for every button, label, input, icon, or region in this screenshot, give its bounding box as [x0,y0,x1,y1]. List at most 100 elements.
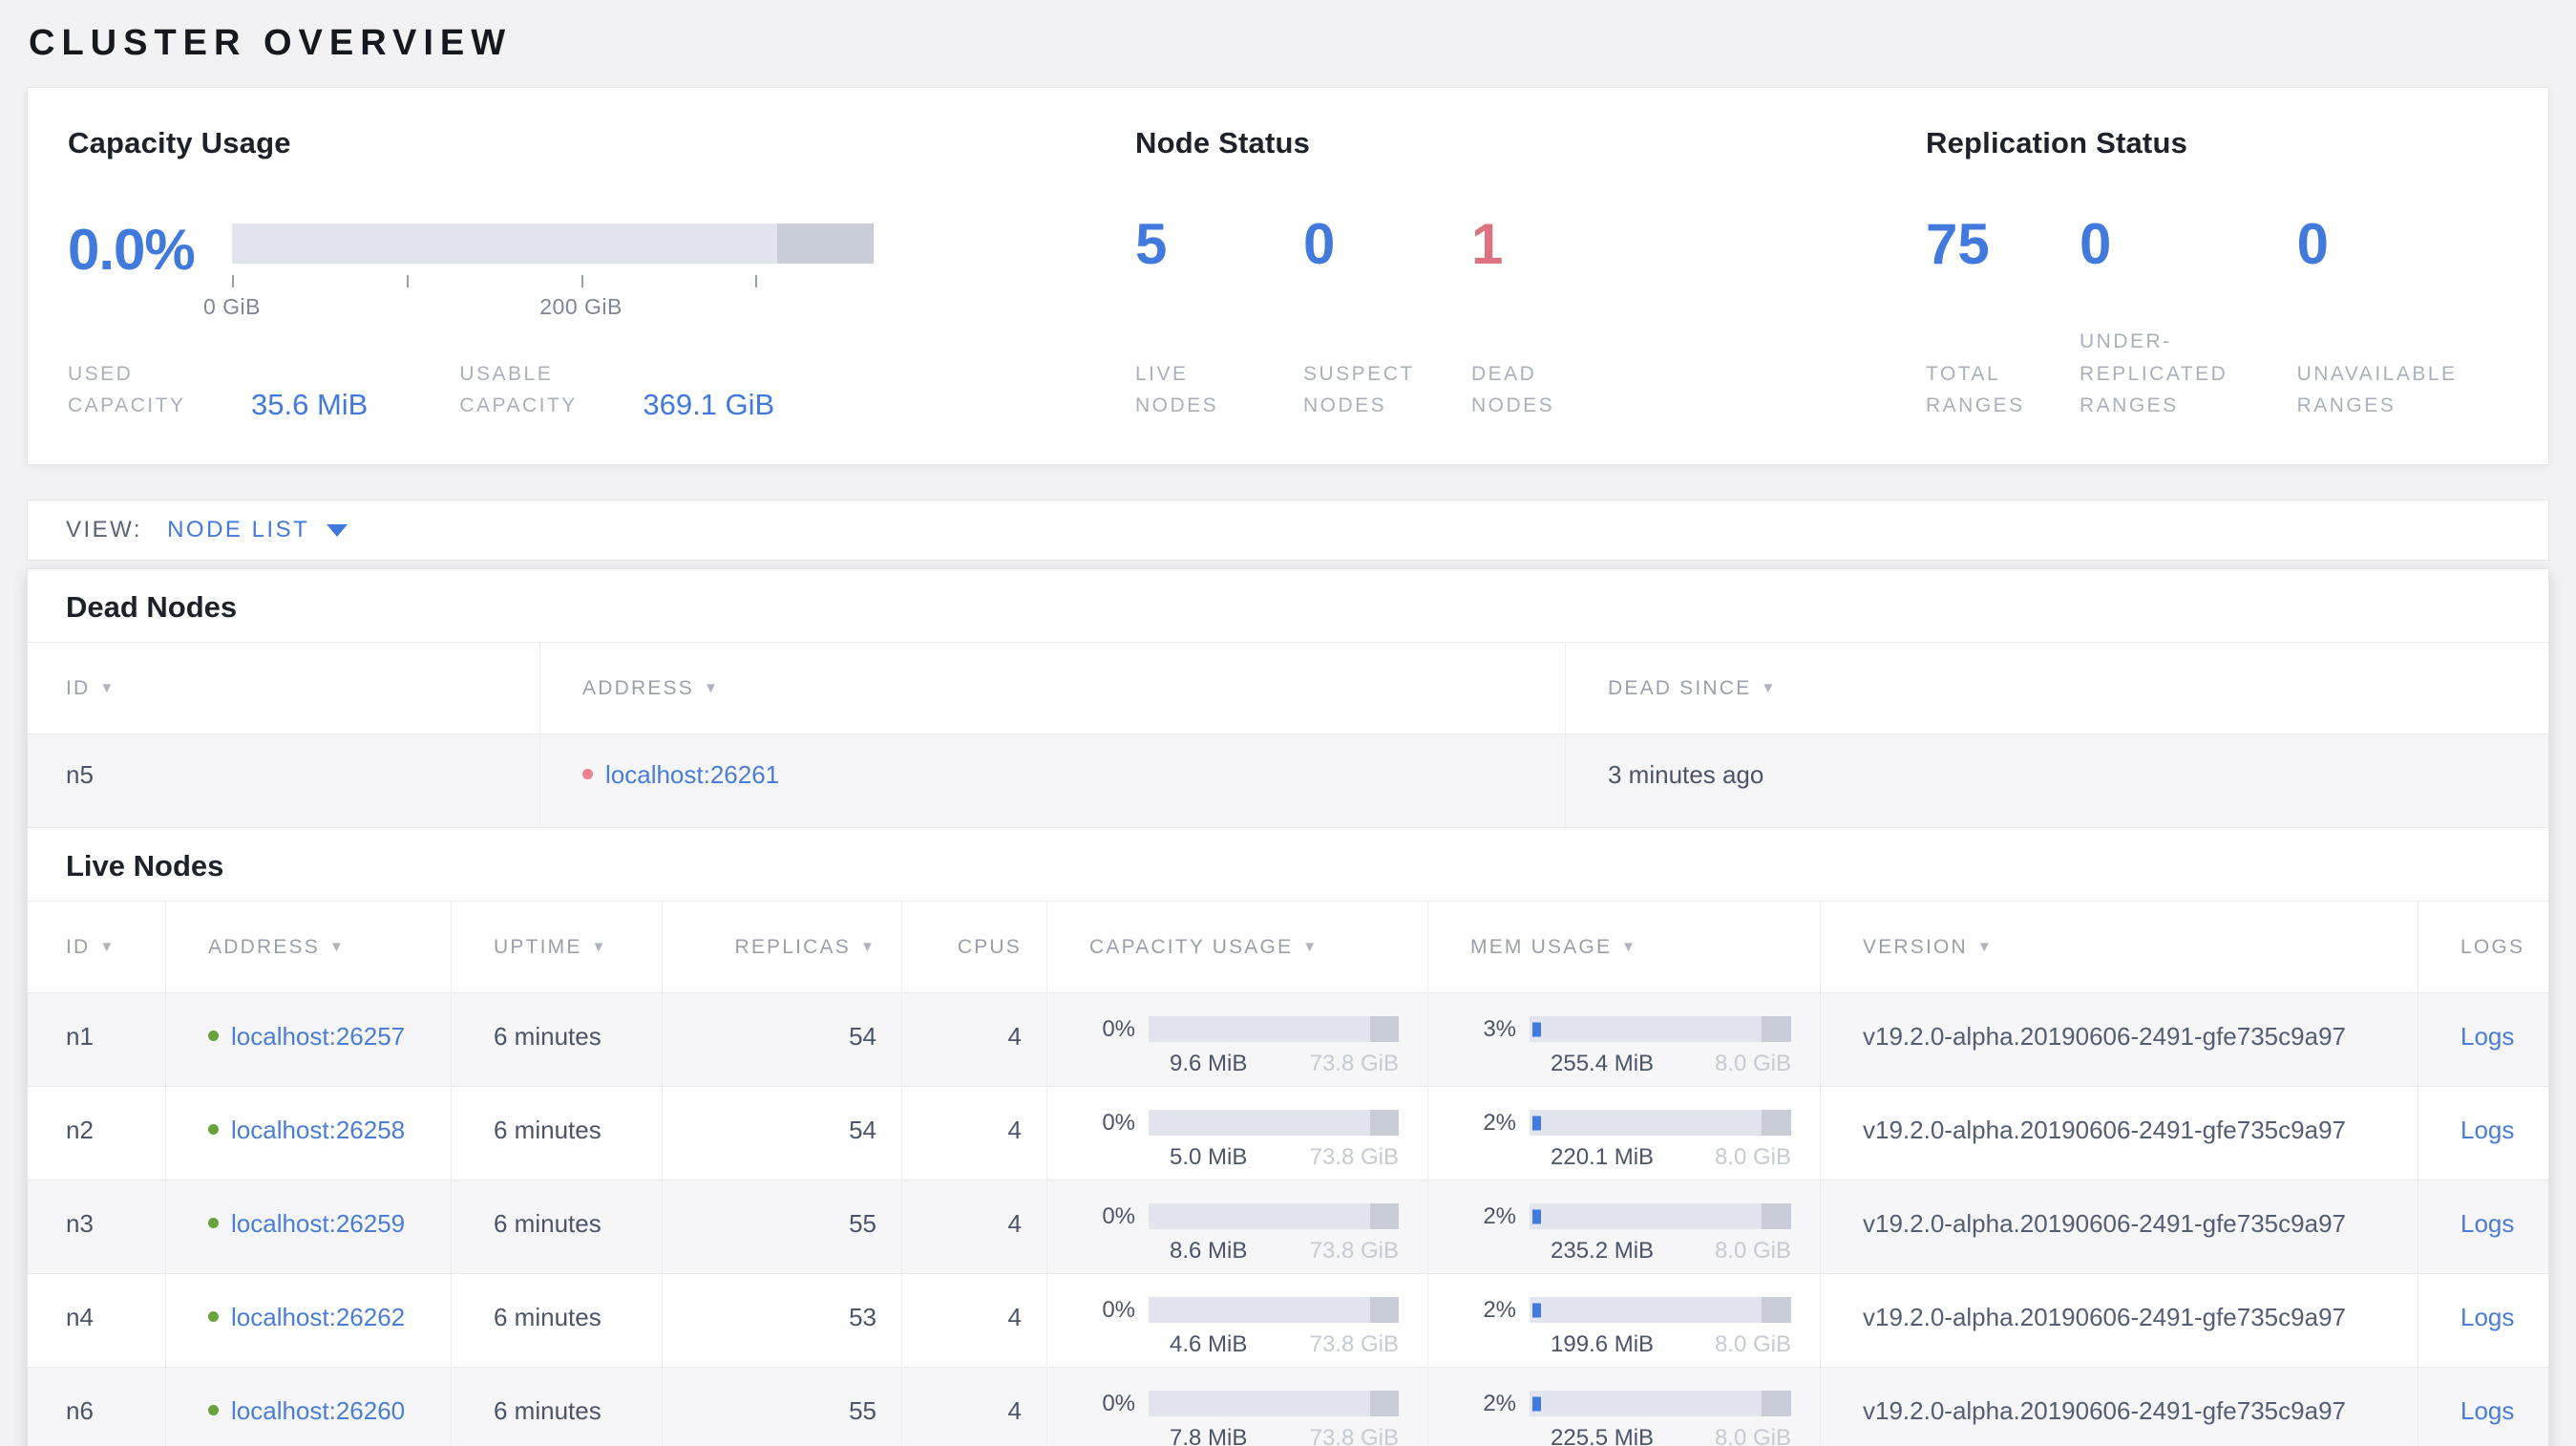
version-cell: v19.2.0-alpha.20190606-2491-gfe735c9a97 [1821,1086,2418,1180]
mem-used-value: 220.1 MiB [1551,1144,1655,1170]
capacity-usage-bar [232,223,874,264]
mem-usage-bar [1530,1016,1791,1042]
stat-label: LIVE NODES [1135,362,1219,417]
node-address-cell: localhost:26259 [166,1180,452,1273]
mem-total-value: 8.0 GiB [1714,1425,1791,1446]
capacity-used-value: 7.8 MiB [1170,1425,1248,1446]
stat-value: 1 [1471,212,1504,276]
sort-descending-icon: ▼ [591,939,608,955]
column-header-label: UPTIME [494,935,582,958]
capacity-bar-reserved-segment [1369,1110,1399,1136]
capacity-percent-value: 0.0% [68,218,196,282]
capacity-usage-chart: 0 GiB 200 GiB [203,223,874,330]
logs-link[interactable]: Logs [2460,1116,2515,1144]
logs-link[interactable]: Logs [2460,1209,2515,1238]
mem-bar-fill [1532,1116,1541,1130]
node-id-cell: n5 [28,734,540,827]
column-header-label: VERSION [1863,935,1968,958]
replicas-cell: 54 [663,992,902,1086]
summary-stat: 5 LIVE NODES [1135,216,1303,422]
node-id-cell: n2 [28,1086,166,1180]
mem-percent: 2% [1483,1110,1516,1136]
logs-link[interactable]: Logs [2460,1022,2515,1051]
summary-stat: 0 SUSPECT NODES [1303,216,1471,422]
capacity-usage-cell: 0% 9.6 MiB 73.8 GiB [1047,992,1428,1086]
replicas-cell: 54 [663,1086,902,1180]
node-address-link[interactable]: localhost:26259 [231,1209,406,1238]
node-address-link[interactable]: localhost:26260 [231,1396,406,1425]
column-header[interactable]: UPTIME ▼ [452,902,663,992]
capacity-usage-bar [1149,1110,1399,1136]
column-header[interactable]: DEAD SINCE ▼ [1566,643,2548,734]
axis-tick [581,275,583,287]
stat-label: UNAVAILABLE RANGES [2296,362,2458,417]
capacity-percent: 0% [1102,1297,1135,1323]
column-header-label: REPLICAS [734,935,851,958]
live-status-dot-icon [208,1031,219,1041]
view-label: VIEW: [66,517,143,542]
capacity-usage-cell: 0% 7.8 MiB 73.8 GiB [1047,1367,1428,1446]
column-header-label: LOGS [2460,935,2525,958]
node-address-link[interactable]: localhost:26261 [605,760,780,789]
capacity-total-value: 73.8 GiB [1309,1051,1399,1076]
live-status-dot-icon [208,1405,219,1415]
capacity-usage-bar [1149,1016,1399,1042]
mem-percent: 2% [1483,1297,1516,1323]
capacity-usage-cell: 0% 4.6 MiB 73.8 GiB [1047,1273,1428,1367]
view-dropdown[interactable]: NODE LIST [167,517,348,543]
column-header-label: CPUS [957,935,1022,958]
capacity-bar-reserved-segment [777,223,874,264]
node-address-link[interactable]: localhost:26262 [231,1303,406,1331]
axis-tick-label: 200 GiB [539,294,623,319]
column-header[interactable]: VERSION ▼ [1821,902,2418,992]
stat-label: USED CAPACITY [68,362,186,417]
stat-value: 35.6 MiB [251,387,369,421]
mem-total-value: 8.0 GiB [1714,1051,1791,1076]
replication-status-stats: 75 TOTAL RANGES 0 UNDER-REPLICATED RANGE… [1926,216,2504,422]
column-header-label: ADDRESS [582,676,694,699]
logs-link[interactable]: Logs [2460,1396,2515,1425]
capacity-usage-section: Capacity Usage 0.0% 0 GiB 200 GiB USED CA… [68,126,1135,422]
cpus-cell: 4 [902,992,1047,1086]
stat-value: 5 [1135,212,1168,276]
mem-bar-reserved-segment [1761,1110,1791,1136]
mem-usage-cell: 3% 255.4 MiB 8.0 GiB [1428,992,1821,1086]
stat-label: SUSPECT NODES [1303,362,1415,417]
capacity-percent: 0% [1102,1110,1135,1136]
sort-descending-icon: ▼ [859,939,876,955]
version-cell: v19.2.0-alpha.20190606-2491-gfe735c9a97 [1821,992,2418,1086]
capacity-bar-reserved-segment [1369,1297,1399,1323]
node-list-panel: Dead Nodes ID ▼ ADDRESS ▼ DEAD SINCE ▼ n… [27,568,2549,1446]
column-header[interactable]: REPLICAS ▼ [663,902,902,992]
capacity-bar-reserved-segment [1369,1016,1399,1042]
column-header-label: ID [66,676,91,699]
column-header[interactable]: MEM USAGE ▼ [1428,902,1821,992]
mem-bar-fill [1532,1396,1541,1411]
view-dropdown-value: NODE LIST [167,517,310,542]
stat-label: DEAD NODES [1471,362,1555,417]
column-header[interactable]: ADDRESS ▼ [540,643,1566,734]
mem-percent: 2% [1483,1391,1516,1416]
mem-total-value: 8.0 GiB [1714,1238,1791,1264]
column-header[interactable]: ADDRESS ▼ [166,902,452,992]
live-status-dot-icon [208,1218,219,1228]
mem-usage-cell: 2% 225.5 MiB 8.0 GiB [1428,1367,1821,1446]
cpus-cell: 4 [902,1180,1047,1273]
replication-status-heading: Replication Status [1926,126,2188,159]
node-address-link[interactable]: localhost:26258 [231,1116,406,1144]
column-header[interactable]: ID ▼ [28,902,166,992]
node-address-cell: localhost:26260 [166,1367,452,1446]
column-header-label: ADDRESS [208,935,320,958]
stat-value: 0 [2296,212,2329,276]
replicas-cell: 53 [663,1273,902,1367]
column-header[interactable]: ID ▼ [28,643,540,734]
column-header-label: CAPACITY USAGE [1089,935,1294,958]
logs-link[interactable]: Logs [2460,1303,2515,1331]
node-address-link[interactable]: localhost:26257 [231,1022,406,1051]
capacity-usage-bar [1149,1297,1399,1323]
mem-bar-reserved-segment [1761,1391,1791,1416]
column-header[interactable]: CAPACITY USAGE ▼ [1047,902,1428,992]
dead-status-dot-icon [582,769,593,779]
mem-bar-reserved-segment [1761,1016,1791,1042]
capacity-stat: USABLE CAPACITY 369.1 GiB [459,358,774,422]
